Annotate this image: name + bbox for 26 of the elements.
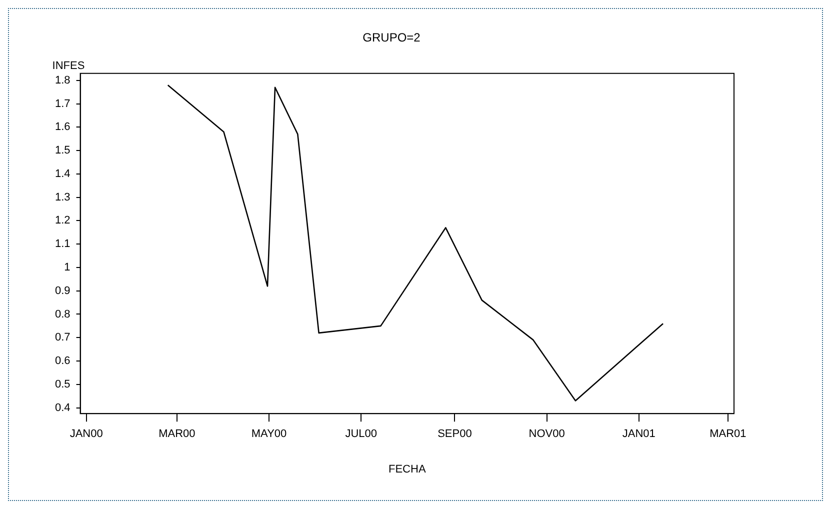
y-axis-title: INFES [52,60,85,72]
x-tick-label: MAY00 [251,428,287,440]
y-tick-label: 1.7 [54,98,70,110]
x-tick-label: JAN01 [622,428,656,440]
y-tick-label: 0.6 [54,355,70,368]
chart-title: GRUPO=2 [362,30,421,45]
y-tick-label: 1.6 [54,121,70,134]
x-axis-title: FECHA [388,463,426,476]
y-tick-label: 0.7 [54,332,70,344]
x-tick-label: SEP00 [438,428,472,440]
y-tick-label: 1.4 [54,168,70,180]
x-tick-label: MAR01 [710,428,746,440]
y-tick-label: 0.5 [54,378,70,390]
y-tick-label: 1 [64,261,70,274]
x-tick-label: NOV00 [528,428,565,440]
y-tick-label: 0.4 [54,402,70,414]
y-tick-label: 0.9 [54,284,70,297]
y-tick-label: 1.8 [54,74,70,86]
x-tick-label: JAN00 [70,428,103,440]
x-tick-label: MAR00 [158,428,196,440]
y-tick-label: 1.3 [54,191,70,204]
y-tick-label: 0.8 [54,308,70,320]
x-tick-label: JUL00 [345,428,377,440]
y-tick-label: 1.5 [54,144,70,157]
y-tick-label: 1.1 [54,238,70,250]
y-tick-label: 1.2 [54,214,70,227]
